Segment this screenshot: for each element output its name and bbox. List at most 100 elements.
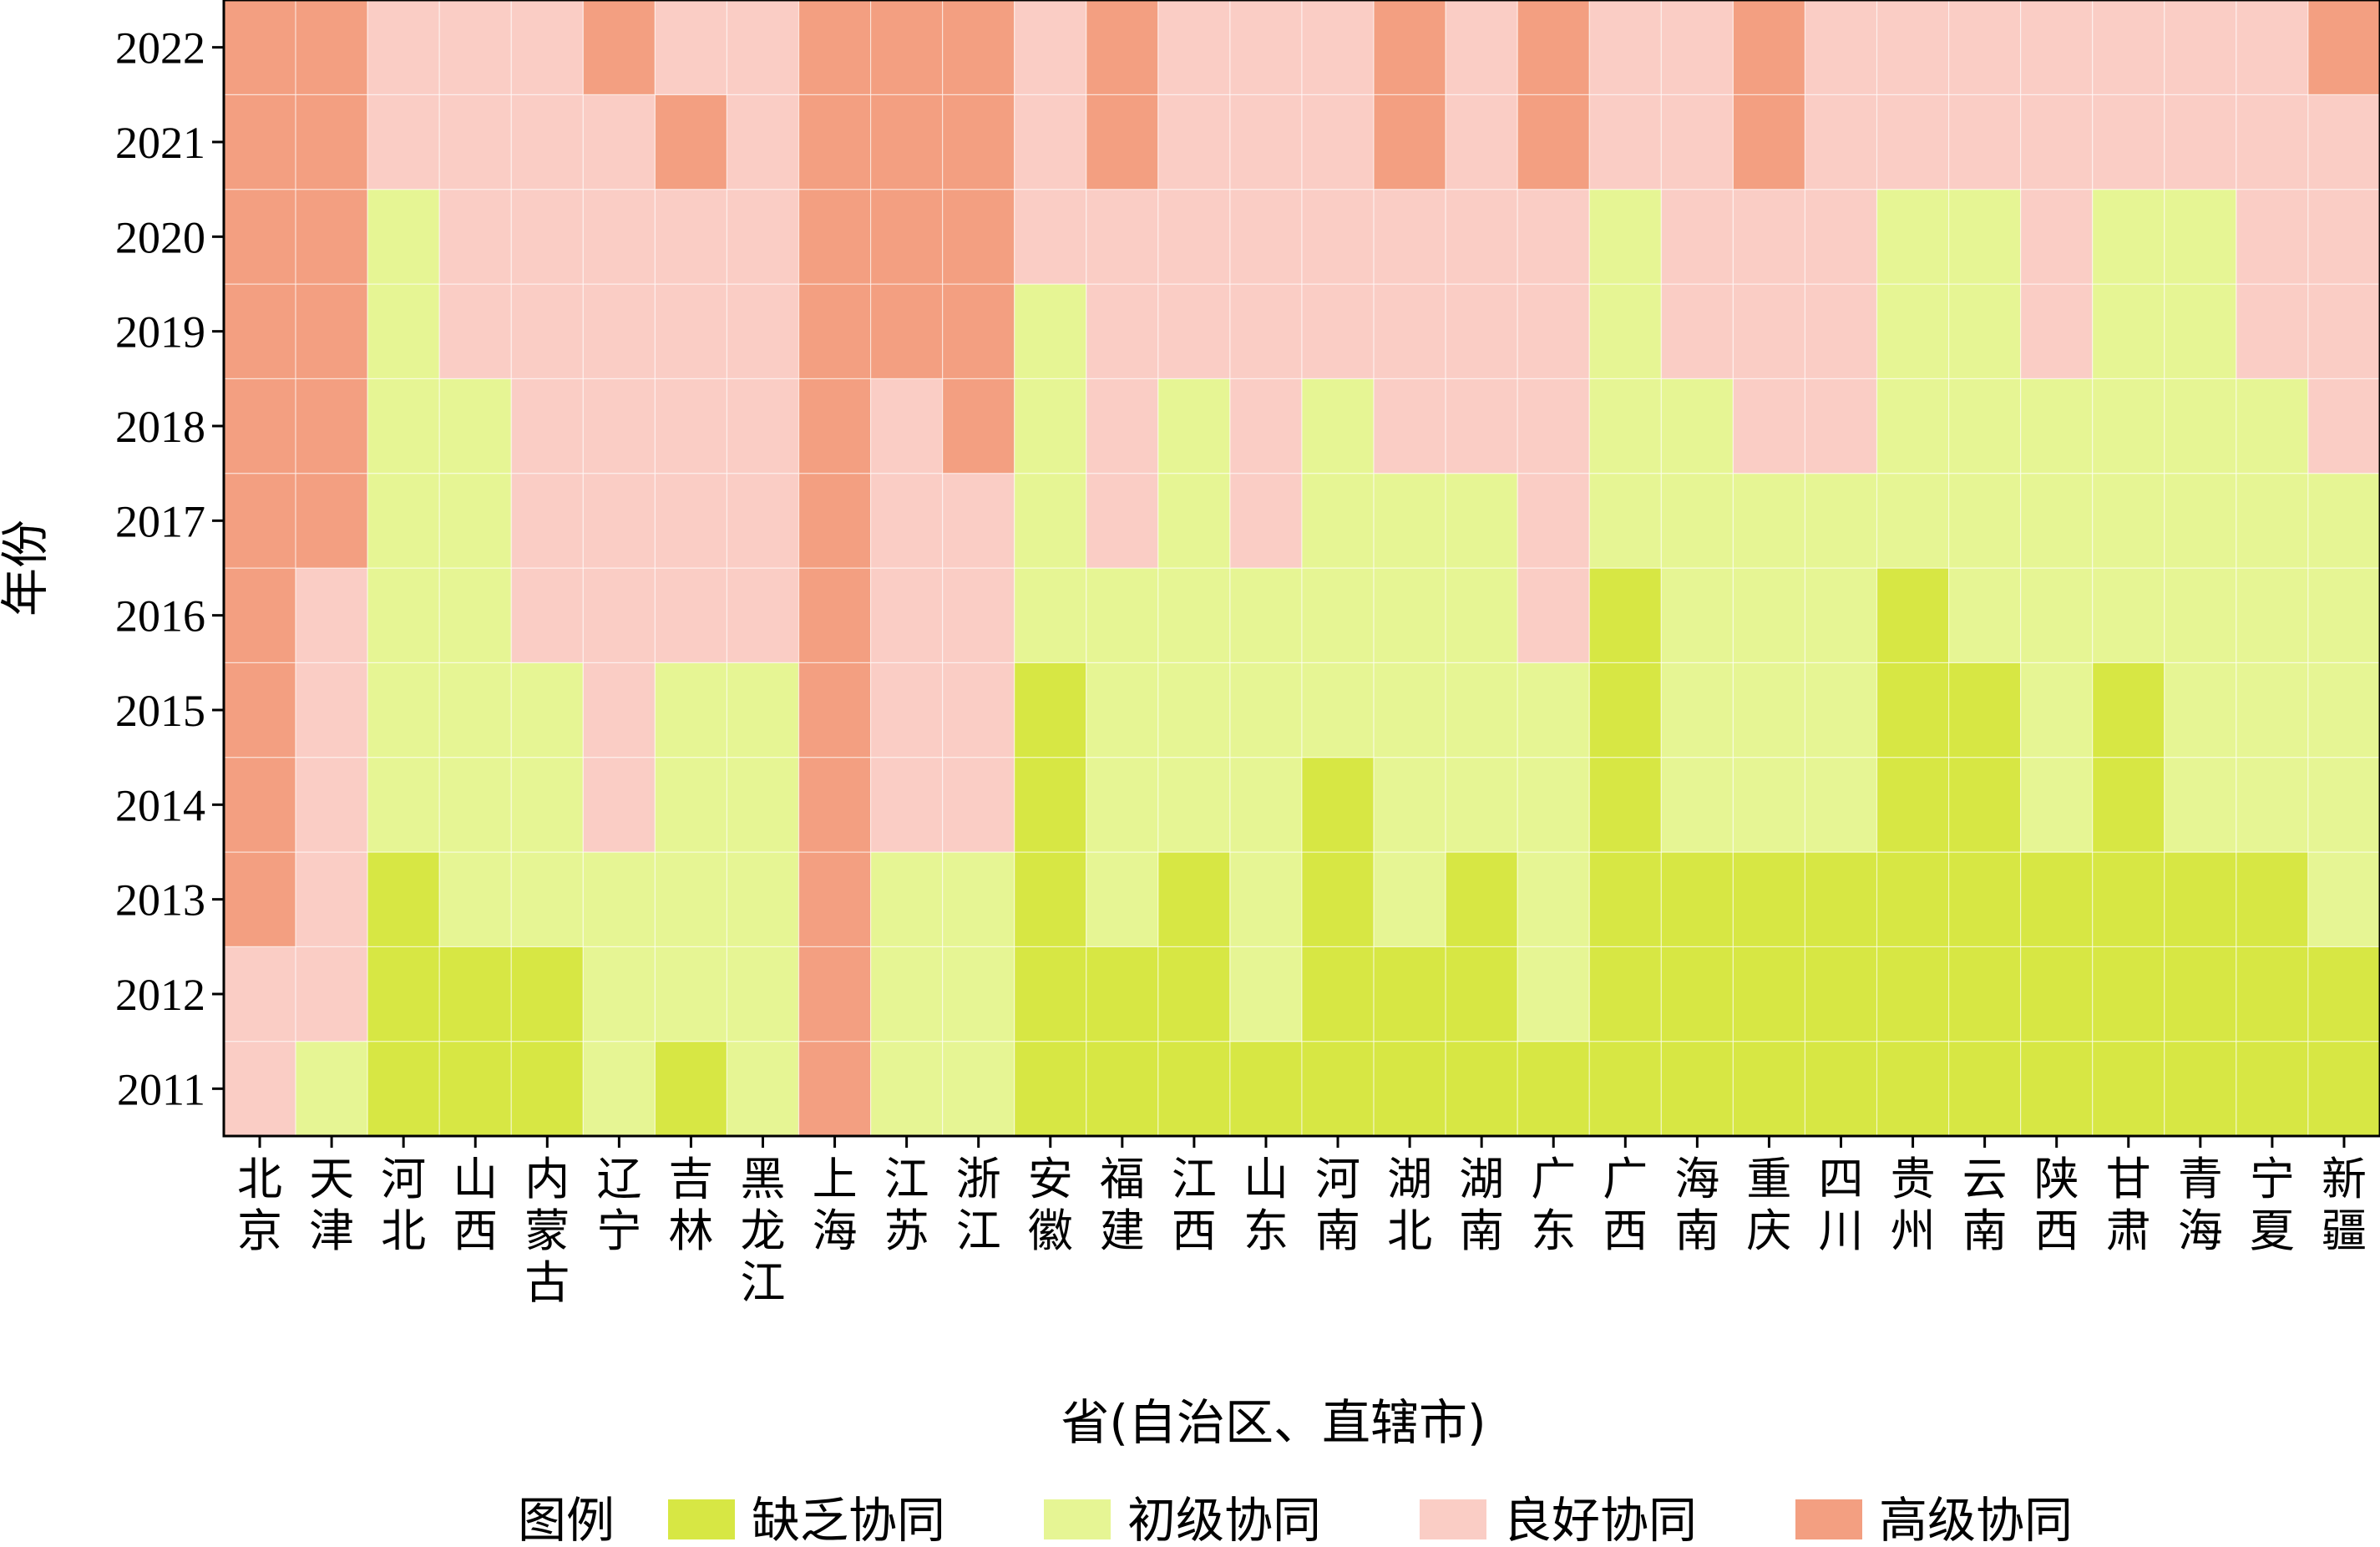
heatmap-cell bbox=[1660, 851, 1734, 947]
heatmap-cell bbox=[2307, 94, 2380, 190]
heatmap-cell bbox=[367, 1041, 440, 1137]
heatmap-cell bbox=[1373, 851, 1446, 947]
heatmap-cell bbox=[1445, 189, 1518, 285]
heatmap-cell bbox=[2092, 851, 2165, 947]
y-tick-label: 2014 bbox=[115, 780, 205, 830]
heatmap-cell bbox=[1732, 662, 1806, 758]
heatmap-cell bbox=[1517, 1041, 1590, 1137]
x-tick-label: 湖北 bbox=[1387, 1153, 1432, 1257]
heatmap-cell bbox=[582, 94, 656, 190]
heatmap-cell bbox=[1732, 189, 1806, 285]
heatmap-cell bbox=[726, 851, 800, 947]
heatmap-cell bbox=[1588, 94, 1662, 190]
heatmap-cell bbox=[1804, 94, 1878, 190]
heatmap-cell bbox=[2307, 946, 2380, 1042]
x-tick-label: 安徽 bbox=[1028, 1153, 1073, 1257]
heatmap-cell bbox=[1732, 473, 1806, 569]
x-tick-label: 甘肃 bbox=[2106, 1153, 2151, 1257]
heatmap-cell bbox=[438, 567, 512, 663]
heatmap-cell bbox=[869, 757, 944, 853]
heatmap-cell bbox=[2092, 0, 2165, 95]
heatmap-cell bbox=[1157, 94, 1231, 190]
heatmap-cell bbox=[1660, 473, 1734, 569]
heatmap-cell bbox=[2020, 851, 2094, 947]
heatmap-cell bbox=[1086, 1041, 1159, 1137]
heatmap-cell bbox=[798, 378, 872, 474]
heatmap-cell bbox=[582, 473, 656, 569]
heatmap-cell bbox=[223, 473, 296, 569]
x-tick-label: 上海 bbox=[813, 1153, 858, 1257]
heatmap-cell bbox=[654, 94, 728, 190]
heatmap-cell bbox=[1014, 851, 1087, 947]
heatmap-cell bbox=[1014, 94, 1087, 190]
heatmap-cell bbox=[1014, 1041, 1087, 1137]
x-tick-label: 重庆 bbox=[1746, 1153, 1791, 1257]
heatmap-cell bbox=[654, 1041, 728, 1137]
heatmap-cell bbox=[1804, 946, 1878, 1042]
heatmap-cell bbox=[2092, 946, 2165, 1042]
heatmap-cell bbox=[1229, 94, 1303, 190]
heatmap-cell bbox=[1086, 94, 1159, 190]
heatmap-cell bbox=[1517, 189, 1590, 285]
heatmap-cell bbox=[223, 567, 296, 663]
heatmap-cell bbox=[1157, 283, 1231, 379]
heatmap-cell bbox=[1373, 946, 1446, 1042]
heatmap-cell bbox=[582, 378, 656, 474]
heatmap-cell bbox=[654, 473, 728, 569]
heatmap-cell bbox=[2020, 1041, 2094, 1137]
y-tick-label: 2019 bbox=[115, 307, 205, 358]
heatmap-cell bbox=[1732, 567, 1806, 663]
heatmap-cell bbox=[438, 757, 512, 853]
heatmap-cell bbox=[654, 567, 728, 663]
heatmap-cell bbox=[582, 283, 656, 379]
heatmap-cell bbox=[2307, 189, 2380, 285]
heatmap-cell bbox=[2020, 946, 2094, 1042]
heatmap-cell bbox=[438, 473, 512, 569]
heatmap-cell bbox=[942, 662, 1015, 758]
heatmap-cell bbox=[1588, 946, 1662, 1042]
heatmap-cell bbox=[726, 662, 800, 758]
heatmap-cell bbox=[798, 567, 872, 663]
heatmap-cell bbox=[295, 851, 368, 947]
heatmap-cell bbox=[2307, 851, 2380, 947]
heatmap-cell bbox=[1948, 473, 2022, 569]
legend-label: 高级协同 bbox=[1879, 1492, 2073, 1547]
heatmap-cell bbox=[2164, 757, 2237, 853]
heatmap-cell bbox=[869, 0, 944, 95]
y-tick-label: 2021 bbox=[115, 118, 205, 168]
heatmap-cell bbox=[726, 0, 800, 95]
heatmap-cell bbox=[2236, 851, 2309, 947]
heatmap-cell bbox=[1373, 189, 1446, 285]
heatmap-cell bbox=[1732, 283, 1806, 379]
heatmap-cell bbox=[1948, 662, 2022, 758]
heatmap-cell bbox=[1373, 1041, 1446, 1137]
heatmap-cell bbox=[1373, 567, 1446, 663]
heatmap-cell bbox=[1517, 851, 1590, 947]
heatmap-cell bbox=[798, 94, 872, 190]
heatmap-cell bbox=[2092, 662, 2165, 758]
heatmap-cell bbox=[2236, 283, 2309, 379]
heatmap-cell bbox=[367, 283, 440, 379]
legend-title: 图例 bbox=[518, 1492, 615, 1547]
heatmap-cell bbox=[1014, 946, 1087, 1042]
heatmap-cell bbox=[1588, 1041, 1662, 1137]
heatmap-cell bbox=[1373, 94, 1446, 190]
x-tick-label: 广东 bbox=[1531, 1153, 1576, 1257]
heatmap-cell bbox=[1301, 757, 1375, 853]
heatmap-cell bbox=[1876, 283, 1950, 379]
heatmap-cell bbox=[510, 378, 584, 474]
heatmap-cell bbox=[2092, 1041, 2165, 1137]
heatmap-cell bbox=[869, 1041, 944, 1137]
heatmap-cell bbox=[1229, 473, 1303, 569]
heatmap-cell bbox=[726, 473, 800, 569]
heatmap-cell bbox=[1876, 851, 1950, 947]
heatmap-cell bbox=[367, 378, 440, 474]
x-tick-label: 山西 bbox=[453, 1153, 498, 1257]
heatmap-cell bbox=[510, 1041, 584, 1137]
heatmap-cell bbox=[223, 189, 296, 285]
heatmap-cell bbox=[1229, 0, 1303, 95]
heatmap-cell bbox=[1948, 757, 2022, 853]
heatmap-cell bbox=[1948, 189, 2022, 285]
heatmap-cell bbox=[1301, 851, 1375, 947]
x-tick-label: 吉林 bbox=[668, 1153, 713, 1257]
